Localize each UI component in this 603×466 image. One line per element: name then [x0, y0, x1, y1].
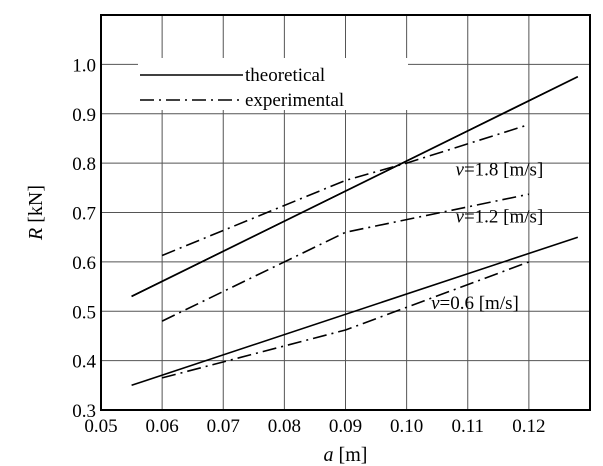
x-tick-label: 0.06	[146, 416, 179, 437]
y-axis-var: R	[25, 228, 47, 241]
annotations: v=1.8 [m/s]v=1.2 [m/s]v=0.6 [m/s]	[431, 159, 543, 313]
velocity-value: =0.6 [m/s]	[440, 293, 519, 314]
x-axis-label: a [m]	[324, 444, 368, 466]
x-tick-label: 0.07	[207, 416, 240, 437]
legend-label-solid: theoretical	[245, 65, 325, 86]
x-tick-label: 0.05	[84, 416, 117, 437]
plot-frame	[100, 14, 591, 411]
y-axis-label: R [kN]	[25, 185, 47, 241]
series-dashdot-v1.8	[161, 123, 530, 257]
x-tick-label: 0.10	[390, 416, 423, 437]
y-tick-label: 0.9	[72, 105, 96, 126]
series-dashdot-v0.6	[161, 261, 530, 379]
x-tick-label: 0.12	[512, 416, 545, 437]
y-tick-label: 0.6	[72, 253, 96, 274]
y-tick-label: 0.5	[72, 302, 96, 323]
legend: theoretical experimental	[138, 58, 408, 111]
y-tick-label: 1.0	[72, 55, 96, 76]
series-solid-v1.2	[131, 75, 579, 298]
velocity-annotation: v=1.2 [m/s]	[456, 206, 544, 227]
velocity-value: =1.8 [m/s]	[464, 159, 543, 180]
velocity-var: v	[456, 159, 465, 180]
velocity-annotation: v=1.8 [m/s]	[456, 159, 544, 180]
y-tick-labels: 0.3 0.4 0.5 0.6 0.7 0.8 0.9 1.0	[72, 55, 96, 422]
x-tick-label: 0.08	[268, 416, 301, 437]
y-tick-label: 0.8	[72, 154, 96, 175]
legend-label-dashdot: experimental	[245, 90, 344, 111]
x-tick-labels: 0.05 0.06 0.07 0.08 0.09 0.10 0.11 0.12	[84, 416, 545, 437]
x-axis-unit: [m]	[334, 444, 368, 466]
x-tick-label: 0.09	[329, 416, 362, 437]
y-tick-label: 0.7	[72, 204, 96, 225]
y-axis-unit: [kN]	[25, 185, 47, 228]
x-tick-label: 0.11	[451, 416, 484, 437]
x-axis-var: a	[324, 444, 334, 466]
y-tick-label: 0.4	[72, 352, 96, 373]
y-tick-label: 0.3	[72, 401, 96, 422]
legend-background	[138, 58, 408, 110]
series-lines	[131, 75, 579, 387]
velocity-annotation: v=0.6 [m/s]	[431, 293, 519, 314]
velocity-var: v	[456, 206, 465, 227]
velocity-value: =1.2 [m/s]	[464, 206, 543, 227]
series-solid-v0.6	[131, 236, 579, 387]
velocity-var: v	[431, 293, 440, 314]
